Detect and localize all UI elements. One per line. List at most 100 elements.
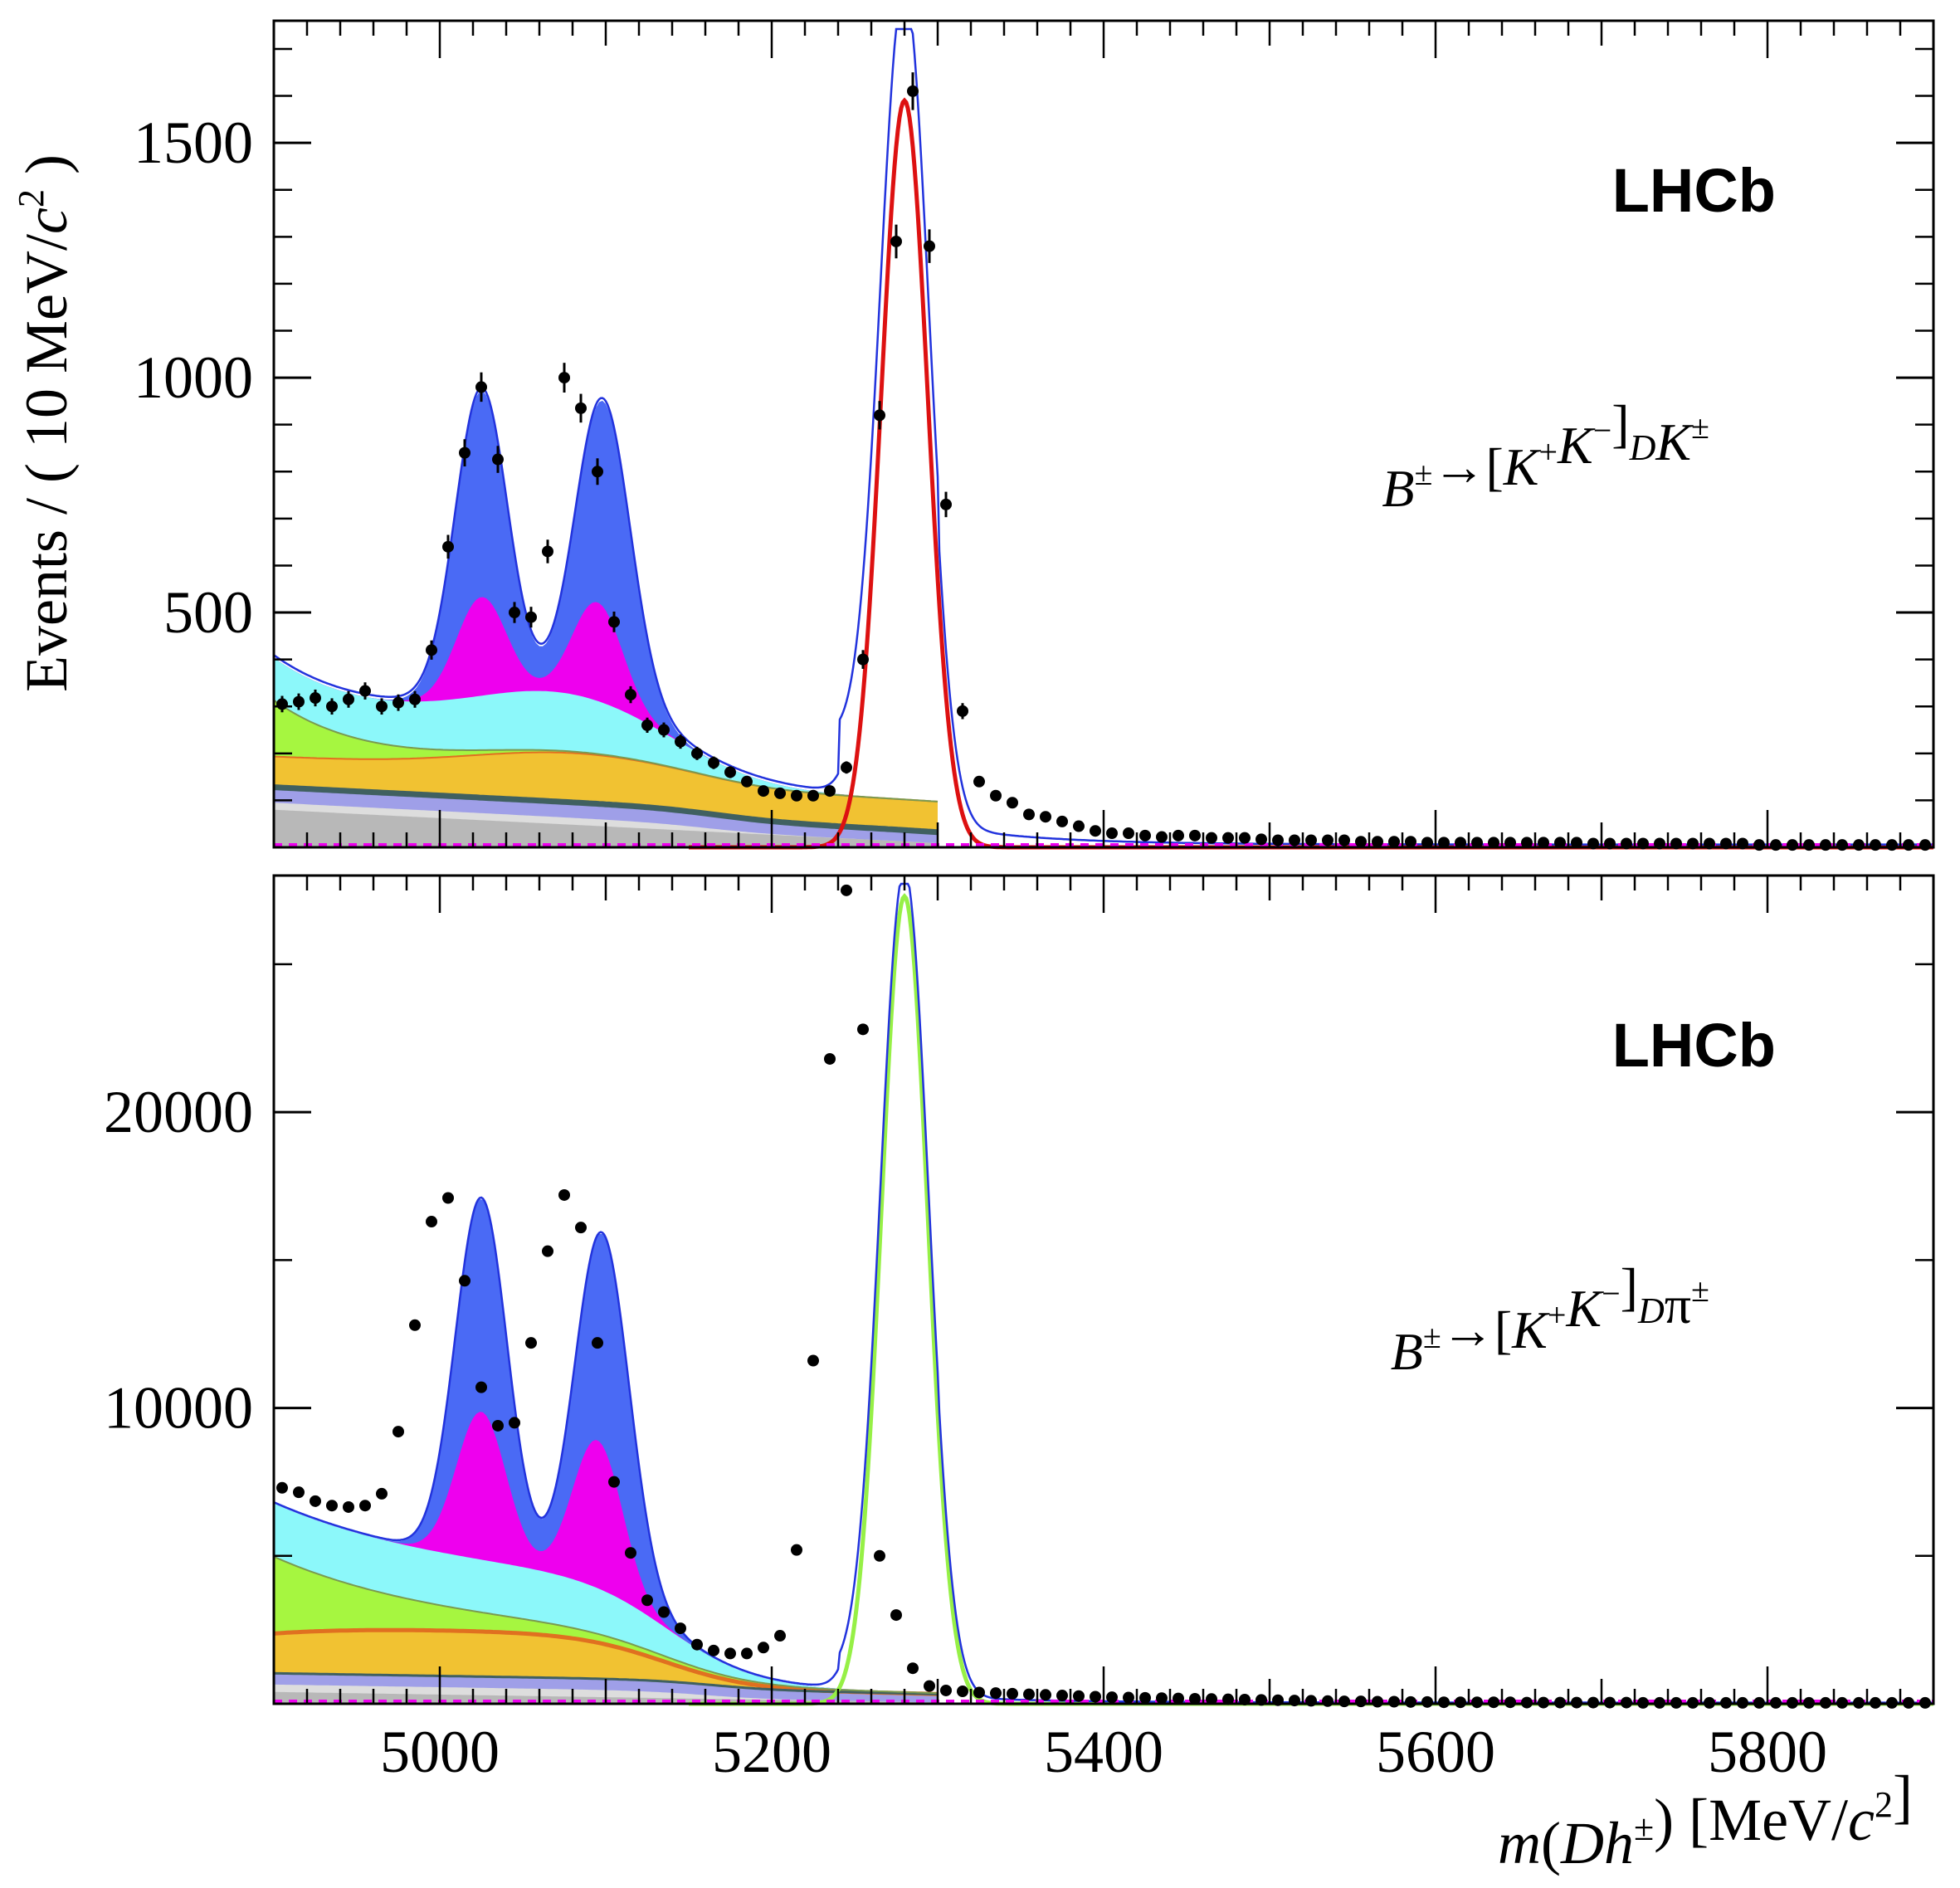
bot-data-point xyxy=(542,1245,553,1257)
top-data-point xyxy=(1388,836,1400,848)
bot-data-point xyxy=(874,1549,885,1562)
top-data-point xyxy=(1770,839,1782,851)
top-data-point xyxy=(608,616,620,628)
top-data-point xyxy=(658,724,670,736)
y-axis-title: Events / ( 10 MeV/c2 ) xyxy=(11,154,80,692)
top-data-point xyxy=(525,611,537,623)
top-data-point xyxy=(326,700,338,713)
top-data-point xyxy=(1903,839,1914,851)
top-data-point xyxy=(1355,836,1367,848)
top-data-point xyxy=(1886,839,1898,851)
top-data-point xyxy=(475,381,487,393)
bot-data-point xyxy=(1438,1696,1450,1709)
bot-data-point xyxy=(890,1609,902,1622)
top-data-point xyxy=(1173,829,1184,842)
bottom-decay-label: B±→[K+K−]Dπ± xyxy=(1391,1257,1709,1381)
bot-data-point xyxy=(492,1419,504,1432)
bot-data-point xyxy=(1338,1695,1350,1708)
bottom-axis-ticks: 10000 20000 xyxy=(104,876,1935,1704)
bot-data-point xyxy=(1504,1696,1516,1709)
top-data-point xyxy=(442,540,454,553)
top-data-point xyxy=(376,700,388,713)
top-data-point xyxy=(1073,820,1085,832)
bot-data-point xyxy=(1388,1695,1400,1708)
top-data-point xyxy=(558,372,570,384)
bot-data-point xyxy=(1405,1695,1416,1708)
top-data-point xyxy=(675,735,686,748)
bot-data-point xyxy=(973,1686,985,1699)
bot-data-point xyxy=(326,1500,338,1512)
top-data-point xyxy=(774,787,786,799)
top-data-point xyxy=(1007,797,1018,809)
top-data-point xyxy=(592,466,603,478)
top-outline-teal xyxy=(273,784,939,836)
top-data-point xyxy=(741,775,753,788)
bot-data-point xyxy=(1073,1690,1085,1702)
top-data-point xyxy=(691,747,703,759)
bot-data-point xyxy=(1222,1693,1234,1705)
top-data-point xyxy=(1853,839,1865,851)
bot-data-point xyxy=(359,1500,371,1512)
top-data-point xyxy=(1504,837,1516,849)
top-data-point xyxy=(1123,827,1134,840)
top-data-point xyxy=(509,607,520,619)
bot-data-point xyxy=(1455,1696,1466,1709)
bot-data-point xyxy=(1488,1696,1499,1709)
bot-data-point xyxy=(791,1544,802,1556)
x-tick-label: 5600 xyxy=(1376,1719,1495,1785)
top-y-tick-label: 1000 xyxy=(134,344,253,411)
top-data-point xyxy=(724,766,736,778)
bot-data-point xyxy=(293,1486,305,1499)
top-data-point xyxy=(392,696,404,709)
bot-data-point xyxy=(990,1687,1002,1700)
top-data-point xyxy=(1305,834,1317,846)
top-data-point xyxy=(973,775,985,788)
bot-data-point xyxy=(525,1337,537,1349)
x-axis-title: m(Dh±) [MeV/c2] xyxy=(1498,1764,1913,1876)
top-data-point xyxy=(758,785,769,798)
top-data-point xyxy=(1338,834,1350,846)
top-data-point xyxy=(924,240,935,252)
bot-data-point xyxy=(741,1647,753,1660)
bot-data-point xyxy=(1106,1691,1118,1704)
top-data-point xyxy=(1538,837,1549,849)
bot-data-point xyxy=(1189,1692,1201,1705)
bot-data-point xyxy=(310,1495,321,1507)
top-data-point xyxy=(990,789,1002,802)
bot-data-point xyxy=(575,1222,587,1234)
bot-data-point xyxy=(608,1476,620,1488)
bottom-lhcb-label: LHCb xyxy=(1612,1011,1776,1080)
bot-y-tick-label: 20000 xyxy=(104,1079,253,1145)
bottom-panel: 10000 20000 LHCb B±→[K+K−]Dπ± xyxy=(104,874,1935,1709)
top-data-point xyxy=(1836,839,1848,851)
top-data-point xyxy=(1803,839,1815,851)
bot-data-point xyxy=(824,1052,836,1065)
bot-data-point xyxy=(924,1680,935,1692)
top-data-point xyxy=(824,785,836,798)
bot-data-point xyxy=(1023,1688,1035,1700)
top-data-point xyxy=(1521,837,1533,849)
bot-data-point xyxy=(409,1319,421,1331)
x-tick-label: 5200 xyxy=(712,1719,831,1785)
top-data-point xyxy=(1206,832,1217,844)
top-data-point xyxy=(1040,811,1051,823)
top-data-point xyxy=(575,402,587,414)
top-y-tick-label: 500 xyxy=(163,579,253,646)
bot-data-point xyxy=(1123,1691,1134,1704)
top-decay-label: B±→[K+K−]DK± xyxy=(1382,394,1709,518)
bot-data-point xyxy=(857,1023,869,1036)
top-data-point xyxy=(1870,839,1881,851)
bot-data-point xyxy=(1156,1692,1168,1705)
bot-data-point xyxy=(1007,1687,1018,1700)
bot-data-point xyxy=(558,1188,570,1201)
top-data-point xyxy=(1322,834,1333,846)
top-data-point xyxy=(1455,837,1466,849)
bot-data-point xyxy=(392,1426,404,1438)
bot-data-point xyxy=(724,1647,736,1660)
top-data-point xyxy=(1438,837,1450,849)
top-data-point xyxy=(890,235,902,247)
bot-data-point xyxy=(907,1662,919,1675)
top-panel: 500 1000 1500 LHCb B±→[K+K−]DK± xyxy=(134,19,1935,851)
bot-data-point xyxy=(459,1275,470,1287)
